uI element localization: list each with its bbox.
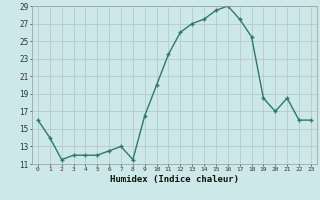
X-axis label: Humidex (Indice chaleur): Humidex (Indice chaleur) — [110, 175, 239, 184]
